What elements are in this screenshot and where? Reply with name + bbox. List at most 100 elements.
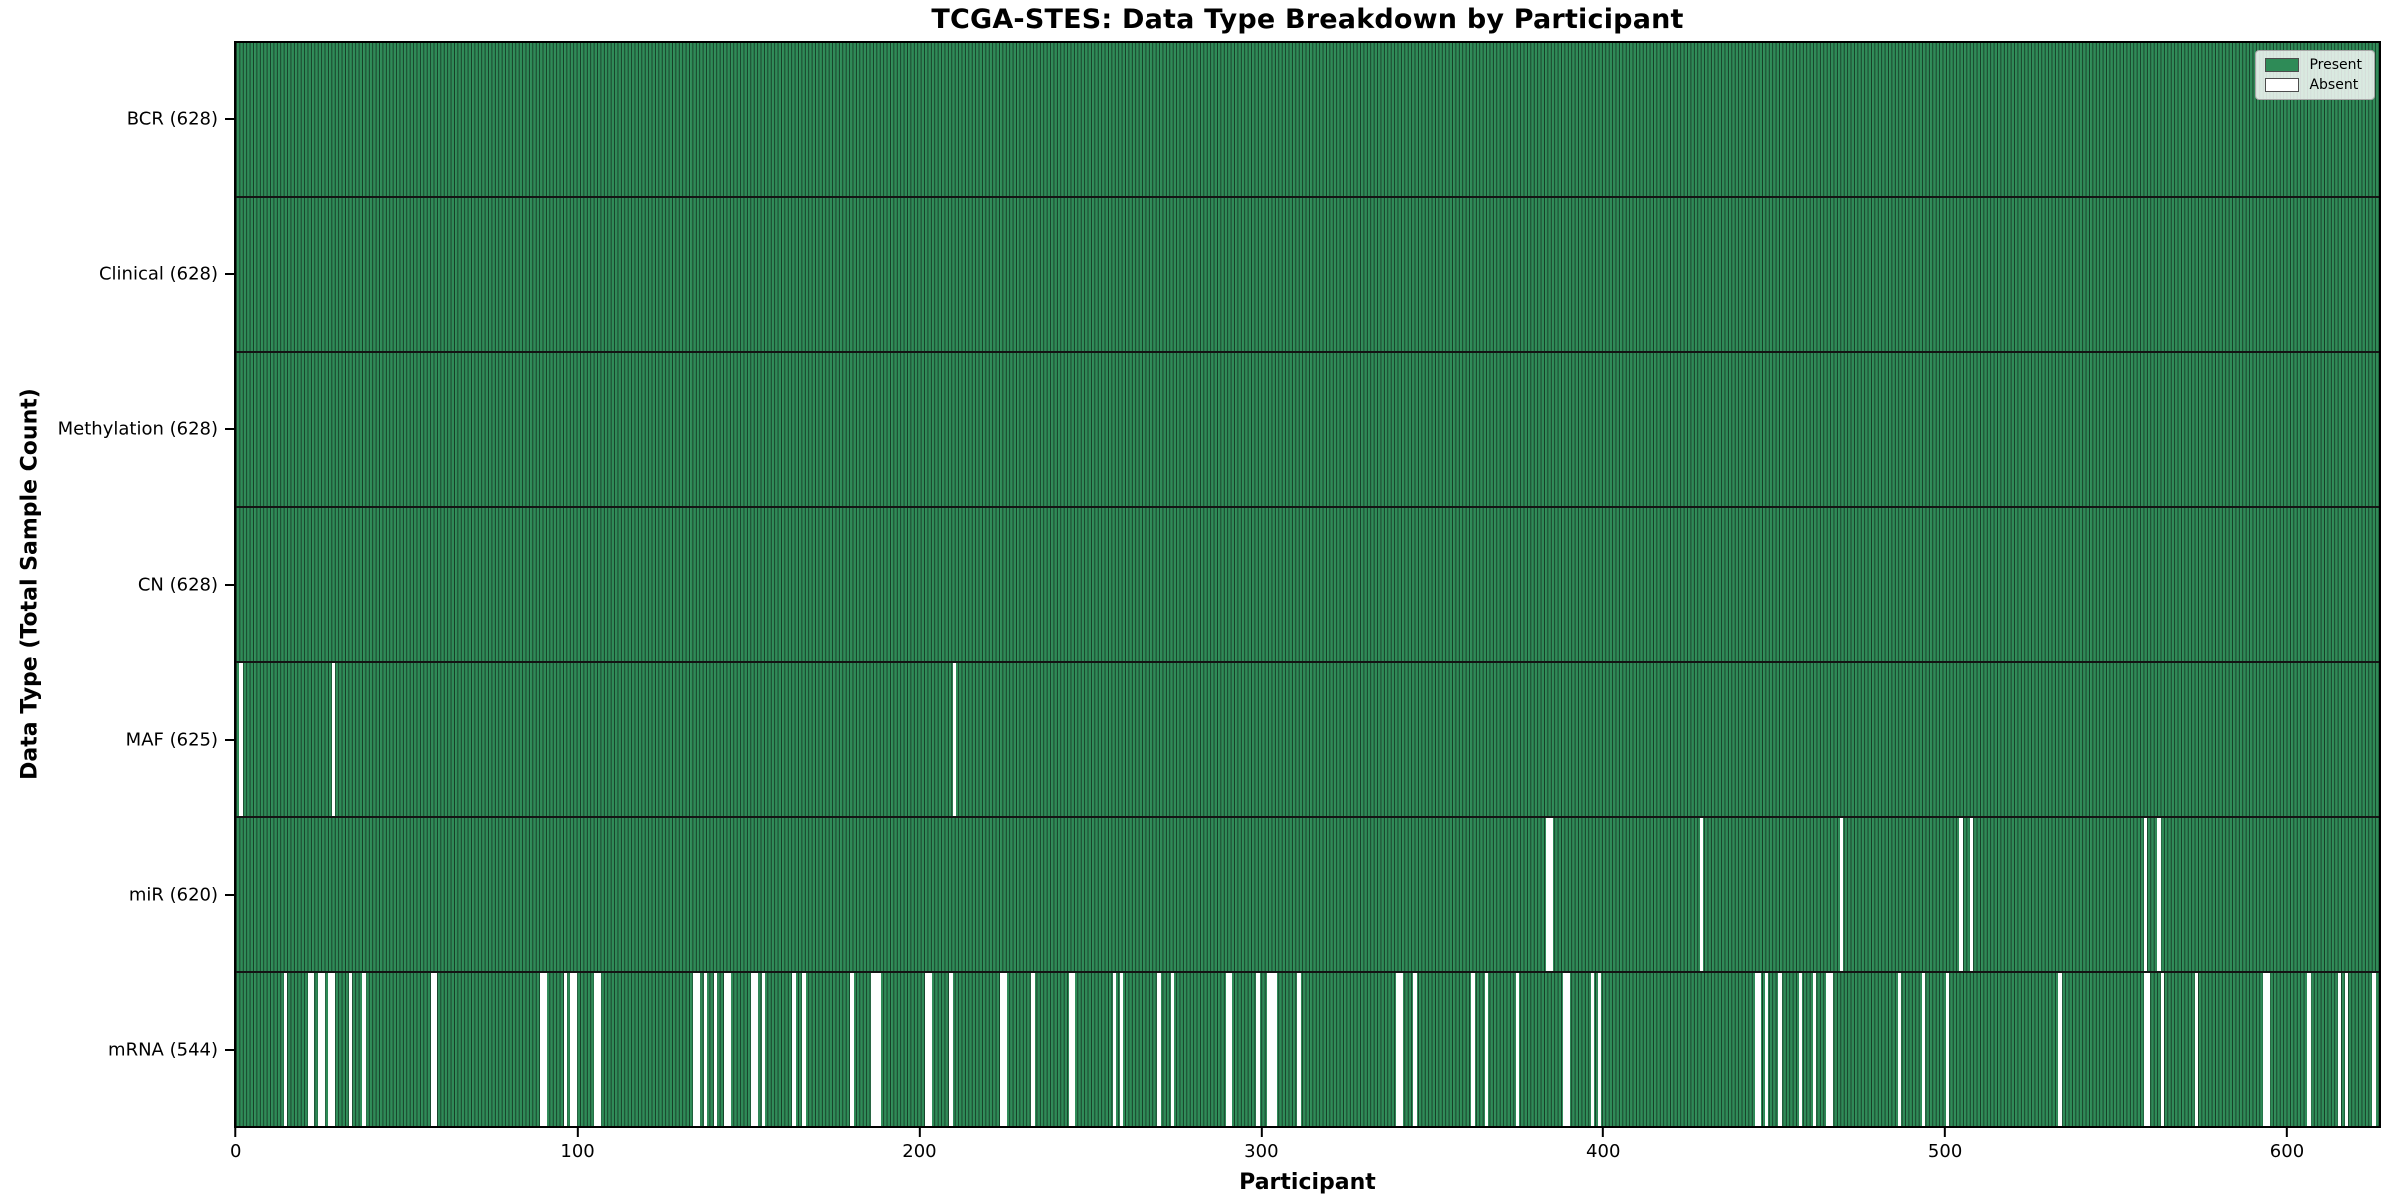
absent-gap — [2143, 818, 2147, 971]
x-tick-mark — [1602, 1128, 1605, 1137]
y-tick-label: BCR (628) — [126, 108, 218, 130]
y-tick-mark — [225, 738, 234, 741]
heatmap-row-bcr — [236, 43, 2379, 198]
legend-swatch-absent — [2265, 78, 2300, 92]
absent-gap — [693, 973, 697, 1126]
absent-gap — [703, 973, 707, 1126]
absent-gap — [1945, 973, 1950, 1126]
absent-gap — [1798, 973, 1803, 1126]
heatmap-row-maf — [236, 663, 2379, 818]
absent-gap — [1225, 973, 1229, 1126]
absent-gap — [594, 973, 598, 1126]
y-tick-mark — [225, 583, 234, 586]
absent-gap — [1000, 973, 1004, 1126]
legend-entry-present: Present — [2265, 58, 2362, 72]
absent-gap — [362, 973, 366, 1126]
absent-gap — [1266, 973, 1270, 1126]
absent-gap — [1068, 973, 1073, 1126]
absent-gap — [1590, 973, 1595, 1126]
x-tick-mark — [918, 1128, 921, 1137]
absent-gap — [1031, 973, 1035, 1126]
absent-gap — [1549, 818, 1554, 971]
absent-gap — [1157, 973, 1161, 1126]
absent-gap — [696, 973, 701, 1126]
y-tick-bcr: BCR (628) — [0, 107, 234, 131]
absent-gap — [1959, 818, 1963, 971]
x-tick-0: 0 — [230, 1128, 241, 1162]
absent-gap — [1484, 973, 1489, 1126]
x-axis-ticks: 0 100 200 300 400 500 600 — [230, 1128, 2381, 1174]
absent-gap — [802, 973, 806, 1126]
y-tick-mark — [225, 428, 234, 431]
absent-gap — [2157, 818, 2161, 971]
x-tick-mark — [1260, 1128, 1263, 1137]
heatmap-row-cn — [236, 508, 2379, 663]
absent-gap — [751, 973, 755, 1126]
plot-area: Present Absent — [234, 41, 2381, 1128]
absent-gap — [2058, 973, 2062, 1126]
heatmap-row-clinical — [236, 198, 2379, 353]
y-tick-mrna: mRNA (544) — [0, 1038, 234, 1062]
x-tick-mark — [576, 1128, 579, 1137]
absent-gap — [1396, 973, 1400, 1126]
x-tick-label: 400 — [1586, 1141, 1621, 1162]
absent-gap — [321, 973, 325, 1126]
y-tick-mark — [225, 272, 234, 275]
x-tick-label: 500 — [1927, 1141, 1963, 1162]
absent-gap — [1171, 973, 1175, 1126]
absent-gap — [433, 973, 438, 1126]
absent-gap — [283, 973, 288, 1126]
x-tick-300: 300 — [1244, 1128, 1279, 1162]
absent-gap — [713, 973, 718, 1126]
absent-gap — [1699, 818, 1704, 971]
absent-gap — [307, 973, 312, 1126]
absent-gap — [563, 973, 567, 1126]
absent-gap — [331, 973, 335, 1126]
absent-gap — [877, 973, 881, 1126]
x-tick-mark — [1944, 1128, 1947, 1137]
y-tick-label: miR (620) — [128, 884, 218, 906]
absent-gap — [1269, 973, 1274, 1126]
legend: Present Absent — [2255, 50, 2375, 100]
absent-gap — [1778, 973, 1782, 1126]
y-axis-ticks: BCR (628) Clinical (628) Methylation (628)… — [0, 41, 234, 1128]
absent-gap — [1229, 973, 1233, 1126]
absent-gap — [1112, 973, 1117, 1126]
x-tick-200: 200 — [902, 1128, 937, 1162]
absent-gap — [328, 973, 332, 1126]
y-tick-mark — [225, 894, 234, 897]
absent-gap — [1897, 973, 1902, 1126]
y-tick-label: mRNA (544) — [108, 1039, 218, 1061]
absent-gap — [874, 973, 878, 1126]
absent-gap — [2344, 973, 2349, 1126]
heatmap-row-mir — [236, 818, 2379, 973]
absent-gap — [1764, 973, 1769, 1126]
absent-gap — [1546, 818, 1550, 971]
x-tick-label: 0 — [229, 1141, 242, 1162]
y-tick-mark — [225, 117, 234, 120]
absent-gap — [2143, 973, 2147, 1126]
absent-gap — [1812, 973, 1816, 1126]
absent-gap — [430, 973, 434, 1126]
absent-gap — [1754, 973, 1758, 1126]
absent-gap — [1839, 818, 1844, 971]
legend-label: Absent — [2309, 77, 2359, 93]
absent-gap — [2266, 973, 2270, 1126]
absent-gap — [1399, 973, 1404, 1126]
absent-gap — [727, 973, 731, 1126]
absent-gap — [239, 663, 243, 816]
absent-gap — [1566, 973, 1571, 1126]
absent-gap — [1003, 973, 1008, 1126]
absent-gap — [761, 973, 765, 1126]
x-tick-label: 200 — [902, 1141, 937, 1162]
absent-gap — [2372, 973, 2376, 1126]
absent-gap — [952, 663, 956, 816]
absent-gap — [2307, 973, 2311, 1126]
absent-gap — [573, 973, 578, 1126]
legend-entry-absent: Absent — [2265, 78, 2362, 92]
x-tick-500: 500 — [1928, 1128, 1962, 1162]
absent-gap — [1256, 973, 1260, 1126]
absent-gap — [1969, 818, 1973, 971]
absent-gap — [1413, 973, 1417, 1126]
